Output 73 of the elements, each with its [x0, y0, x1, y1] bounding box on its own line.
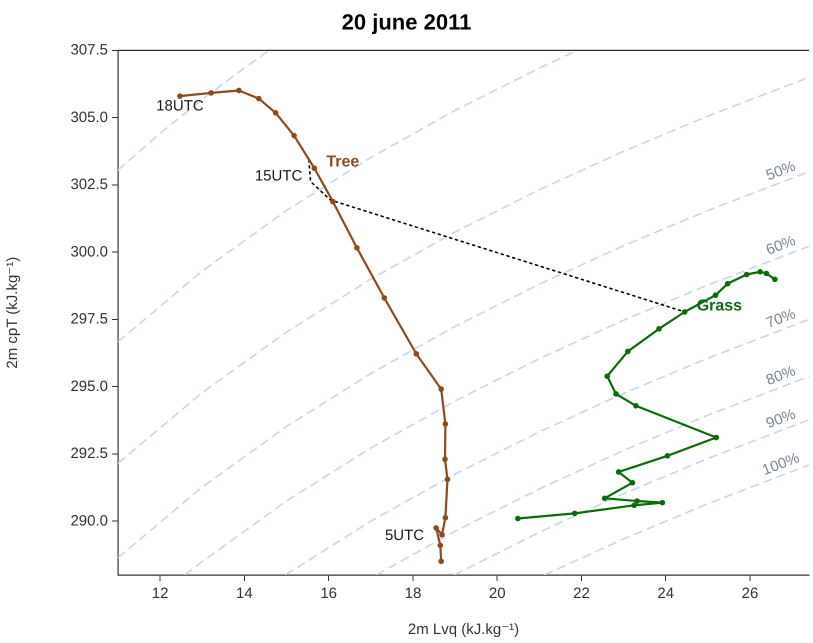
point [444, 476, 450, 482]
point [291, 132, 297, 138]
y-tick-label: 292.5 [70, 445, 108, 462]
x-tick-label: 16 [320, 585, 338, 602]
text: 70% [764, 305, 798, 332]
text: 80% [764, 362, 798, 389]
text: 100% [760, 449, 802, 479]
series-label: Grass [696, 297, 742, 314]
point [660, 500, 666, 506]
y-tick-label: 300.0 [70, 243, 108, 260]
point [724, 280, 730, 286]
point [330, 198, 336, 204]
text: 50% [764, 158, 798, 184]
x-tick-label: 24 [657, 585, 674, 602]
y-tick-label: 290.0 [70, 512, 108, 530]
x-tick-label: 26 [742, 585, 758, 602]
point [572, 510, 578, 516]
x-tick-label: 22 [573, 585, 590, 602]
y-tick-label: 297.5 [70, 310, 108, 328]
point [772, 276, 778, 282]
annotation: 5UTC [384, 527, 424, 544]
point [312, 165, 318, 172]
annotation: 15UTC [254, 167, 303, 184]
point [439, 532, 445, 538]
point [515, 516, 521, 522]
x-tick-label: 12 [152, 585, 168, 602]
point [438, 386, 444, 392]
point [256, 96, 262, 102]
annotation: 18UTC [156, 97, 204, 114]
x-axis-title: 2m Lvq (kJ.kg⁻¹) [408, 621, 520, 638]
point [354, 245, 360, 251]
point [414, 351, 420, 357]
point [433, 525, 439, 531]
y-axis-title: 2m cpT (kJ.kg⁻¹) [4, 256, 22, 369]
point [757, 269, 763, 275]
point [602, 496, 608, 502]
x-tick-label: 18 [404, 585, 422, 602]
point [664, 453, 670, 459]
x-tick-label: 14 [236, 585, 253, 602]
point [438, 558, 444, 564]
point [616, 469, 622, 475]
point [272, 110, 278, 116]
point [177, 93, 183, 99]
point [631, 502, 637, 508]
point [633, 402, 639, 409]
point [442, 456, 448, 462]
point [634, 498, 640, 504]
point [613, 391, 619, 397]
y-tick-label: 307.5 [70, 42, 108, 59]
y-tick-label: 295.0 [70, 378, 108, 395]
point [625, 348, 631, 354]
line-series [118, 50, 270, 171]
point [712, 292, 718, 298]
point [714, 434, 720, 440]
point [442, 421, 448, 427]
point [630, 480, 636, 486]
point [208, 90, 214, 96]
point [764, 270, 770, 276]
point [236, 88, 242, 94]
point [744, 272, 750, 278]
point [442, 514, 448, 520]
x-tick-label: 20 [488, 585, 506, 602]
point [381, 295, 388, 301]
y-tick-label: 302.5 [70, 176, 108, 194]
point [682, 309, 688, 315]
chart-title: 20 june 2011 [342, 9, 472, 34]
series-label: Tree [326, 154, 360, 171]
point [438, 542, 444, 548]
point [604, 373, 610, 379]
y-tick-label: 305.0 [70, 108, 108, 126]
text: 90% [764, 406, 798, 432]
point [656, 326, 662, 332]
text: 60% [764, 232, 798, 259]
